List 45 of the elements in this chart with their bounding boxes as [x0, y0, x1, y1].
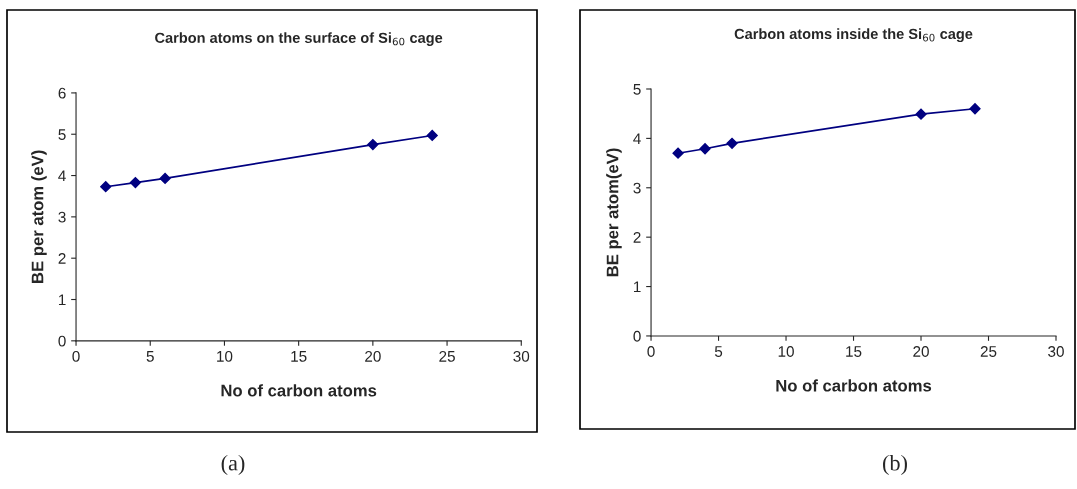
- point: [969, 103, 981, 115]
- x-tick-label: 25: [980, 346, 997, 357]
- text: (b): [883, 454, 907, 476]
- x-tick-label: 20: [913, 346, 929, 357]
- y-axis-title: BE per atom (eV): [31, 150, 47, 283]
- y-tick-label: 3: [633, 182, 641, 194]
- x-axis-title: No of carbon atoms: [221, 384, 377, 397]
- point: [672, 147, 684, 159]
- x-axis-title: No of carbon atoms: [776, 379, 932, 392]
- point: [699, 143, 711, 155]
- point: [129, 176, 142, 189]
- x-tick-label: 15: [846, 346, 862, 357]
- x-tick-label: 0: [647, 346, 655, 357]
- y-tick-label: 0: [58, 335, 66, 347]
- y-tick-label: 2: [58, 253, 66, 264]
- chart-title: Carbon atoms on the surface of Si$_{60}$ cage: [155, 32, 443, 46]
- y-tick-label: 4: [58, 170, 66, 182]
- x-tick-label: 25: [439, 350, 455, 362]
- point: [726, 137, 738, 149]
- point: [426, 129, 438, 142]
- y-tick-label: 5: [633, 84, 641, 95]
- x-tick-label: 10: [778, 346, 794, 357]
- y-tick-label: 2: [633, 232, 641, 243]
- x-tick-label: 5: [714, 346, 723, 357]
- x-tick-label: 20: [365, 350, 381, 362]
- x-tick-label: 10: [217, 350, 233, 362]
- y-tick-label: 6: [58, 87, 66, 99]
- x-tick-label: 15: [291, 351, 307, 362]
- point: [100, 181, 112, 193]
- point: [915, 108, 927, 120]
- y-tick-label: 1: [633, 281, 641, 293]
- text: (a): [221, 454, 245, 476]
- point: [367, 138, 379, 151]
- y-tick-label: 4: [633, 133, 641, 144]
- chart-title: Carbon atoms inside the Si$_{60}$ cage: [734, 28, 973, 43]
- y-tick-label: 3: [58, 211, 66, 223]
- x-tick-label: 0: [72, 350, 80, 362]
- x-tick-label: 30: [513, 350, 530, 362]
- y-tick-label: 1: [58, 294, 66, 306]
- x-tick-label: 30: [1048, 346, 1064, 357]
- x-tick-label: 5: [146, 351, 154, 362]
- y-axis-title: BE per atom(eV): [606, 148, 622, 277]
- y-tick-label: 5: [58, 129, 66, 140]
- y-tick-label: 0: [633, 330, 641, 342]
- point: [159, 172, 171, 185]
